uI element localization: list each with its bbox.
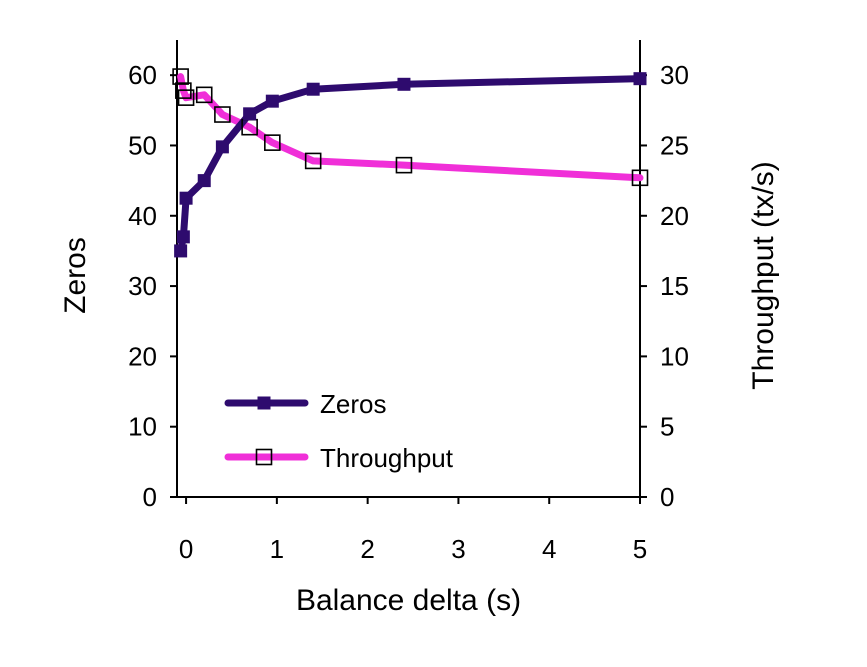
zeros-point xyxy=(179,191,193,205)
x-tick-label: 2 xyxy=(360,534,374,564)
legend: Zeros Throughput xyxy=(224,389,454,473)
y-right-tick-label: 30 xyxy=(660,60,689,90)
zeros-point xyxy=(174,244,188,258)
throughput-point xyxy=(177,89,195,106)
series-layer xyxy=(172,68,649,258)
x-axis-title: Balance delta (s) xyxy=(296,584,521,617)
y-right-tick-label: 15 xyxy=(660,271,689,301)
throughput-point xyxy=(631,169,649,187)
throughput-legend-label: Throughput xyxy=(320,443,454,473)
throughput-point xyxy=(172,68,189,85)
y-left-axis-title: Zeros xyxy=(59,237,92,314)
zeros-point xyxy=(197,174,211,188)
y-left-tick-label: 60 xyxy=(128,60,157,90)
throughput-point xyxy=(195,86,213,104)
zeros-point xyxy=(243,107,257,121)
zeros-point xyxy=(176,230,190,244)
x-tick-label: 3 xyxy=(451,534,465,564)
zeros-point xyxy=(306,82,320,96)
y-right-axis-title: Throughput (tx/s) xyxy=(747,161,780,389)
y-right-tick-label: 20 xyxy=(660,201,689,231)
zeros-series-line xyxy=(177,75,644,255)
throughput-point xyxy=(214,106,231,123)
y-left-tick-label: 10 xyxy=(128,412,157,442)
y-left-tick-label: 0 xyxy=(143,482,157,512)
zeros-point xyxy=(397,77,411,91)
y-left-tick-label: 40 xyxy=(128,201,157,231)
y-right-tick-label: 25 xyxy=(660,130,689,160)
x-tick-label: 1 xyxy=(270,534,284,564)
y-left-tick-label: 20 xyxy=(128,341,157,371)
zeros-point xyxy=(215,140,229,154)
y-right-tick-label: 10 xyxy=(660,341,689,371)
x-tick-label: 5 xyxy=(633,534,647,564)
y-right-tick-label: 5 xyxy=(660,412,674,442)
y-left-tick-label: 50 xyxy=(128,130,157,160)
zeros-legend-marker xyxy=(257,396,271,410)
throughput-legend-marker xyxy=(255,448,273,466)
x-tick-label: 4 xyxy=(542,534,556,564)
throughput-series-line xyxy=(177,73,644,182)
throughput-point xyxy=(395,156,413,174)
zeros-point xyxy=(633,72,647,86)
y-right-tick-label: 0 xyxy=(660,482,674,512)
throughput-point xyxy=(304,152,322,170)
x-tick-label: 0 xyxy=(179,534,193,564)
zeros-point xyxy=(265,94,279,108)
y-left-tick-label: 30 xyxy=(128,271,157,301)
throughput-point xyxy=(264,134,281,151)
zeros-legend-label: Zeros xyxy=(320,389,386,419)
